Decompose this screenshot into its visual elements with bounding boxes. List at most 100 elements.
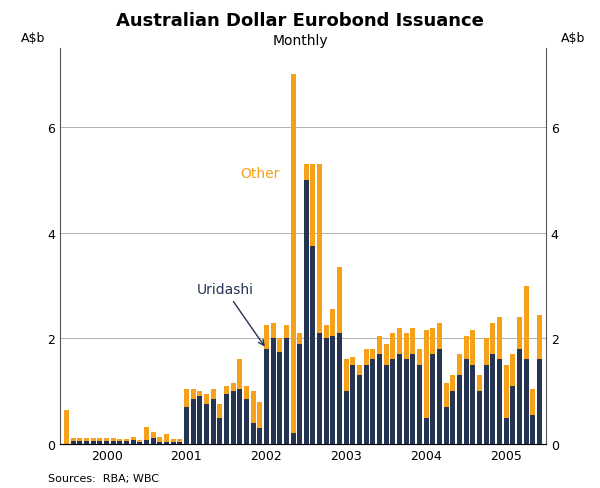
Bar (470, 331, 475, 365)
Bar (111, 442, 116, 444)
Bar (197, 391, 202, 397)
Bar (497, 318, 502, 360)
Bar (364, 365, 369, 444)
Bar (391, 360, 395, 444)
Bar (344, 360, 349, 391)
Bar (284, 339, 289, 444)
Bar (211, 399, 215, 444)
Bar (157, 442, 163, 444)
Bar (271, 339, 275, 444)
Bar (264, 349, 269, 444)
Bar (317, 165, 322, 333)
Bar (244, 399, 249, 444)
Bar (204, 405, 209, 444)
Bar (77, 442, 82, 444)
Bar (324, 325, 329, 339)
Bar (144, 440, 149, 444)
Bar (430, 328, 436, 354)
Text: Sources:  RBA; WBC: Sources: RBA; WBC (48, 473, 159, 483)
Bar (450, 376, 455, 391)
Bar (211, 389, 215, 399)
Bar (337, 267, 342, 333)
Bar (404, 333, 409, 360)
Bar (197, 397, 202, 444)
Bar (131, 437, 136, 440)
Text: A$b: A$b (560, 32, 585, 45)
Bar (424, 331, 428, 418)
Bar (350, 365, 355, 444)
Text: Australian Dollar Eurobond Issuance: Australian Dollar Eurobond Issuance (116, 12, 484, 30)
Bar (357, 376, 362, 444)
Bar (370, 349, 376, 360)
Bar (537, 315, 542, 360)
Bar (510, 354, 515, 386)
Bar (524, 360, 529, 444)
Bar (164, 442, 169, 444)
Bar (530, 415, 535, 444)
Bar (337, 333, 342, 444)
Bar (470, 365, 475, 444)
Bar (151, 438, 156, 444)
Bar (178, 442, 182, 444)
Bar (450, 391, 455, 444)
Bar (271, 323, 275, 339)
Bar (477, 376, 482, 391)
Bar (324, 339, 329, 444)
Bar (524, 286, 529, 360)
Bar (97, 438, 103, 442)
Bar (490, 323, 495, 354)
Bar (397, 354, 402, 444)
Bar (151, 432, 156, 438)
Bar (217, 418, 222, 444)
Bar (71, 442, 76, 444)
Bar (230, 384, 236, 391)
Bar (384, 344, 389, 365)
Bar (304, 165, 309, 181)
Bar (464, 336, 469, 360)
Bar (118, 442, 122, 444)
Bar (84, 438, 89, 442)
Bar (410, 354, 415, 444)
Bar (170, 439, 176, 442)
Bar (417, 349, 422, 365)
Bar (484, 339, 488, 365)
Bar (251, 391, 256, 423)
Text: A$b: A$b (21, 32, 46, 45)
Bar (164, 434, 169, 442)
Bar (137, 442, 142, 444)
Bar (191, 389, 196, 399)
Bar (443, 384, 449, 407)
Bar (510, 386, 515, 444)
Bar (297, 333, 302, 344)
Bar (331, 310, 335, 336)
Bar (191, 399, 196, 444)
Bar (257, 428, 262, 444)
Bar (477, 391, 482, 444)
Bar (530, 389, 535, 415)
Bar (91, 438, 96, 442)
Bar (391, 333, 395, 360)
Bar (184, 407, 189, 444)
Bar (224, 386, 229, 394)
Bar (464, 360, 469, 444)
Bar (91, 442, 96, 444)
Bar (457, 354, 462, 376)
Text: Other: Other (240, 167, 279, 181)
Bar (111, 438, 116, 442)
Bar (77, 438, 82, 442)
Bar (304, 181, 309, 444)
Bar (251, 423, 256, 444)
Bar (364, 349, 369, 365)
Bar (157, 437, 163, 442)
Bar (497, 360, 502, 444)
Bar (224, 394, 229, 444)
Bar (124, 439, 129, 442)
Bar (490, 354, 495, 444)
Text: Uridashi: Uridashi (196, 283, 264, 346)
Bar (537, 360, 542, 444)
Bar (484, 365, 488, 444)
Bar (357, 365, 362, 376)
Bar (84, 442, 89, 444)
Bar (417, 365, 422, 444)
Bar (277, 339, 282, 352)
